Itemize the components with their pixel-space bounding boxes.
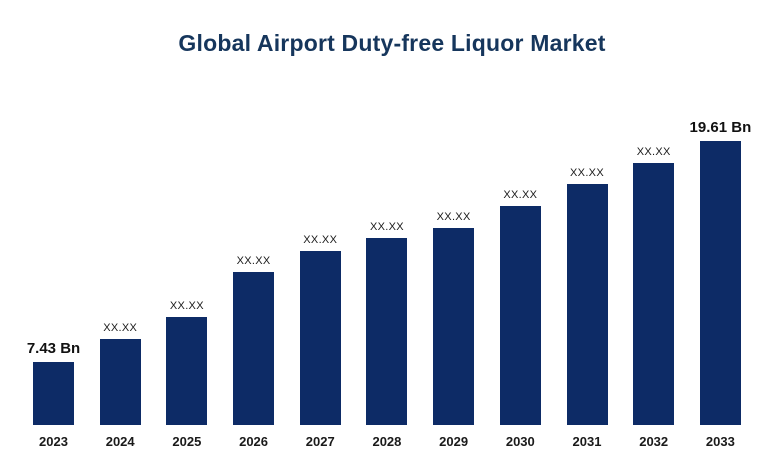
x-tick-label: 2027 [305,434,335,449]
x-tick-label: 2029 [439,434,469,449]
bar-group: XX.XX 2027 [299,234,341,449]
bar [233,272,275,425]
bar-group: XX.XX 2025 [166,300,208,449]
x-tick-label: 2028 [372,434,402,449]
chart-title: Global Airport Duty-free Liquor Market [178,30,606,56]
plot-area: 7.43 Bn 2023 XX.XX 2024 XX.XX 2025 XX.XX 2026 XX… [27,95,752,449]
bar [433,228,475,425]
bar [499,206,541,425]
x-tick-label: 2033 [705,434,735,449]
x-tick-label: 2025 [172,434,202,449]
bar-value-label: XX.XX [503,189,538,201]
bar [33,362,74,425]
bar-value-label: XX.XX [369,221,404,233]
bar-group: XX.XX 2029 [433,211,475,449]
bar [166,317,208,425]
bar-value-label: 19.61 Bn [689,119,752,136]
bar-value-label: XX.XX [303,234,338,246]
bar [699,141,741,425]
bar-value-label: XX.XX [436,211,471,223]
bar-group: XX.XX 2030 [499,189,541,449]
bar-group: 7.43 Bn 2023 [27,340,80,449]
bar [99,339,141,425]
x-tick-label: 2031 [572,434,602,449]
x-tick-label: 2032 [639,434,669,449]
x-tick-label: 2030 [505,434,535,449]
bar-value-label: XX.XX [236,255,271,267]
x-tick-label: 2024 [105,434,135,449]
bar-value-label: XX.XX [636,146,671,158]
bar [366,238,408,425]
bar-value-label: XX.XX [570,167,604,179]
bar [566,184,608,425]
bar [299,251,341,425]
x-tick-label: 2026 [239,434,269,449]
bar-value-label: XX.XX [103,322,138,334]
bar-group: XX.XX 2032 [633,146,675,449]
bar-value-label: 7.43 Bn [26,340,81,357]
bar [633,163,675,425]
bar-group: 19.61 Bn 2033 [690,119,752,449]
bar-group: XX.XX 2024 [99,322,141,449]
x-tick-label: 2023 [39,434,68,449]
bar-group: XX.XX 2028 [366,221,408,449]
bar-group: XX.XX 2031 [566,167,608,449]
bar-value-label: XX.XX [169,300,204,312]
bar-group: XX.XX 2026 [233,255,275,449]
